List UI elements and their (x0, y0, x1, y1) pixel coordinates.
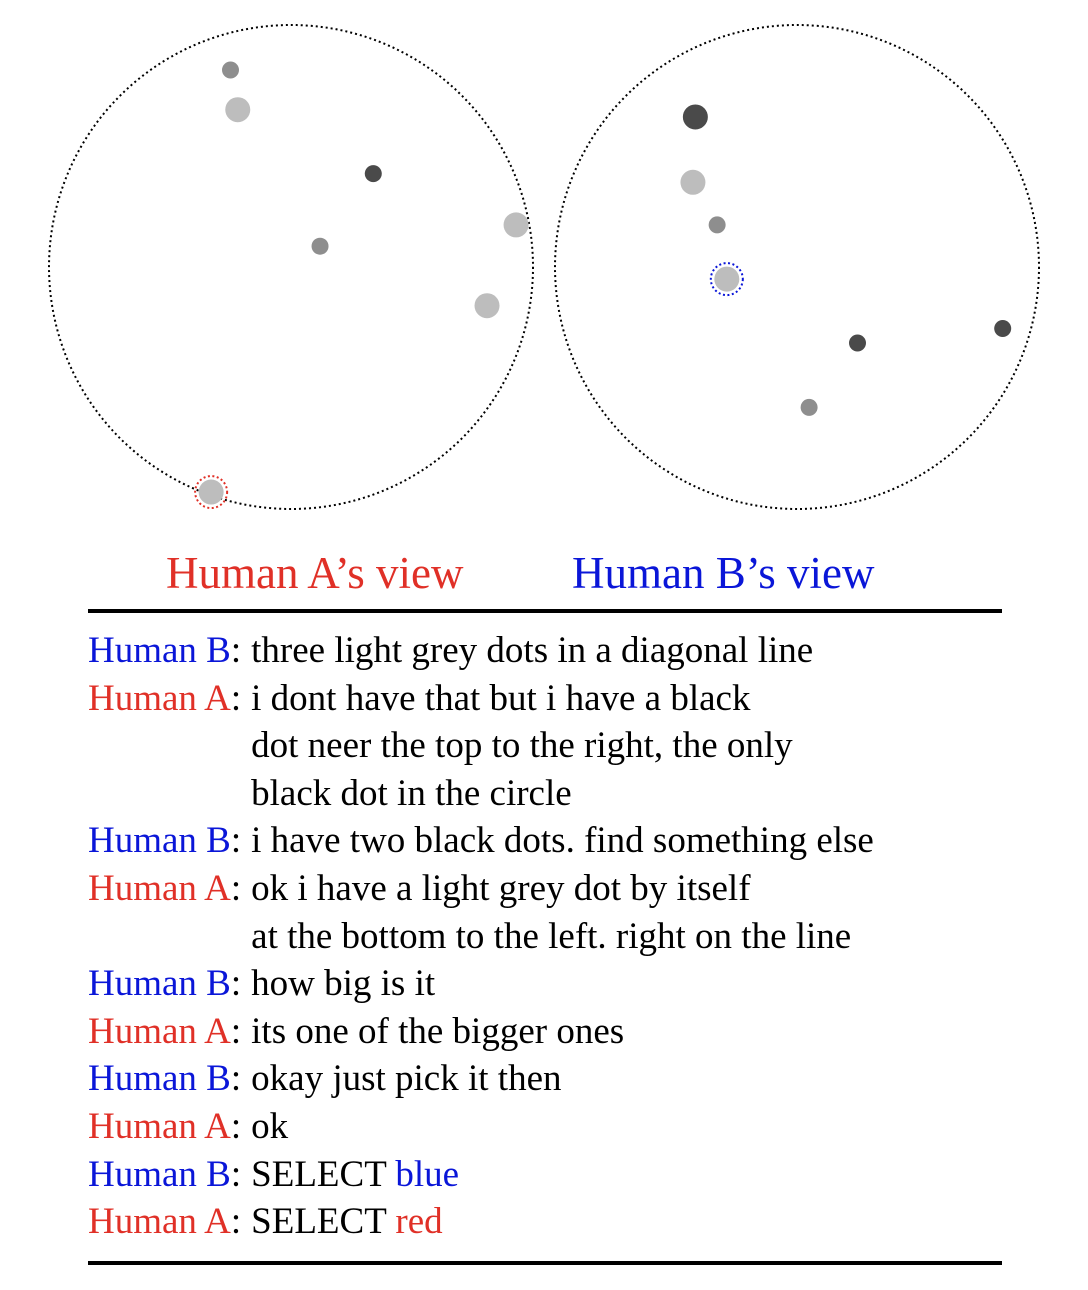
message-line: dot neer the top to the right, the only (251, 725, 793, 767)
speaker-name: Human A (88, 867, 231, 909)
speaker-name: Human B (88, 1153, 231, 1195)
message: i have two black dots. find something el… (241, 817, 874, 865)
dialogue-turn: Human B: three light grey dots in a diago… (88, 627, 874, 675)
dot-a-5 (474, 293, 500, 319)
speaker-label: Human A: (88, 1010, 242, 1052)
speaker-name: Human B (88, 630, 231, 671)
message-line: i have two black dots. find something el… (251, 820, 874, 862)
message-line: at the bottom to the left. right on the … (251, 915, 852, 957)
speaker-label: Human B: (88, 963, 242, 1005)
dialogue-transcript: Human B: three light grey dots in a diago… (88, 627, 874, 1246)
speaker-label: Human A: (88, 677, 242, 719)
view-boundary-b (554, 24, 1040, 510)
speaker-name: Human B (88, 963, 231, 1005)
message: SELECT red (241, 1198, 443, 1246)
view-boundary-a (48, 24, 534, 510)
speaker-name: Human A (88, 1010, 231, 1052)
dot-b-4 (849, 334, 866, 352)
message-line: ok (251, 1105, 289, 1147)
message: i dont have that but i have a black dot n… (241, 675, 793, 818)
dot-b-0 (682, 104, 708, 130)
selected-dot-ring-a (194, 475, 229, 510)
speaker-label: Human B: (88, 630, 242, 671)
dialogue-turn: Human A: ok (88, 1103, 874, 1151)
dot-a-1 (225, 97, 251, 123)
dot-a-4 (503, 212, 529, 238)
top-rule (88, 609, 1002, 613)
dot-b-2 (708, 216, 726, 234)
dialogue-turn: Human A: SELECT red (88, 1198, 874, 1246)
select-color-word: red (395, 1201, 443, 1243)
message-line: its one of the bigger ones (251, 1010, 625, 1052)
message-line: i dont have that but i have a black (251, 677, 751, 719)
dialogue-turn: Human B: okay just pick it then (88, 1055, 874, 1103)
speaker-label: Human A: (88, 1201, 242, 1243)
speaker-label: Human A: (88, 867, 242, 909)
message: ok i have a light grey dot by itself at t… (241, 865, 851, 960)
message-line: okay just pick it then (251, 1058, 562, 1100)
dialogue-turn: Human B: i have two black dots. find some… (88, 817, 874, 865)
caption-human-a-view: Human A’s view (166, 548, 464, 598)
dot-b-6 (800, 398, 818, 416)
bottom-rule (88, 1261, 1002, 1265)
message-line: SELECT blue (251, 1153, 460, 1195)
dot-b-1 (680, 169, 706, 195)
speaker-name: Human B (88, 1058, 231, 1100)
message: SELECT blue (241, 1151, 459, 1199)
speaker-name: Human A (88, 677, 231, 719)
speaker-name: Human A (88, 1201, 231, 1243)
dialogue-turn: Human A: ok i have a light grey dot by it… (88, 865, 874, 960)
message: how big is it (241, 960, 435, 1008)
speaker-label: Human A: (88, 1105, 242, 1147)
message-line: how big is it (251, 963, 436, 1005)
dialogue-turn: Human A: i dont have that but i have a bl… (88, 675, 874, 818)
dot-a-6 (198, 479, 224, 505)
dialogue-turn: Human B: how big is it (88, 960, 874, 1008)
select-color-word: blue (395, 1153, 460, 1195)
dot-a-3 (311, 237, 329, 255)
message-line: three light grey dots in a diagonal line (251, 630, 814, 671)
speaker-label: Human B: (88, 820, 242, 862)
message-line: SELECT red (251, 1201, 443, 1243)
message: ok (241, 1103, 288, 1151)
views-figure (48, 24, 1040, 510)
message-line: ok i have a light grey dot by itself (251, 867, 751, 909)
speaker-name: Human B (88, 820, 231, 862)
dialogue-turn: Human B: SELECT blue (88, 1151, 874, 1199)
message: its one of the bigger ones (241, 1008, 624, 1056)
message-line: black dot in the circle (251, 772, 572, 814)
speaker-label: Human B: (88, 1058, 242, 1100)
caption-human-b-view: Human B’s view (572, 548, 875, 598)
message: three light grey dots in a diagonal line (241, 627, 813, 675)
speaker-label: Human B: (88, 1153, 242, 1195)
speaker-name: Human A (88, 1105, 231, 1147)
selected-dot-ring-b (709, 262, 744, 297)
message: okay just pick it then (241, 1055, 561, 1103)
dot-b-5 (994, 319, 1012, 337)
dot-b-3 (714, 266, 740, 292)
dialogue-turn: Human A: its one of the bigger ones (88, 1008, 874, 1056)
dot-a-2 (364, 165, 382, 183)
dot-a-0 (222, 61, 239, 79)
